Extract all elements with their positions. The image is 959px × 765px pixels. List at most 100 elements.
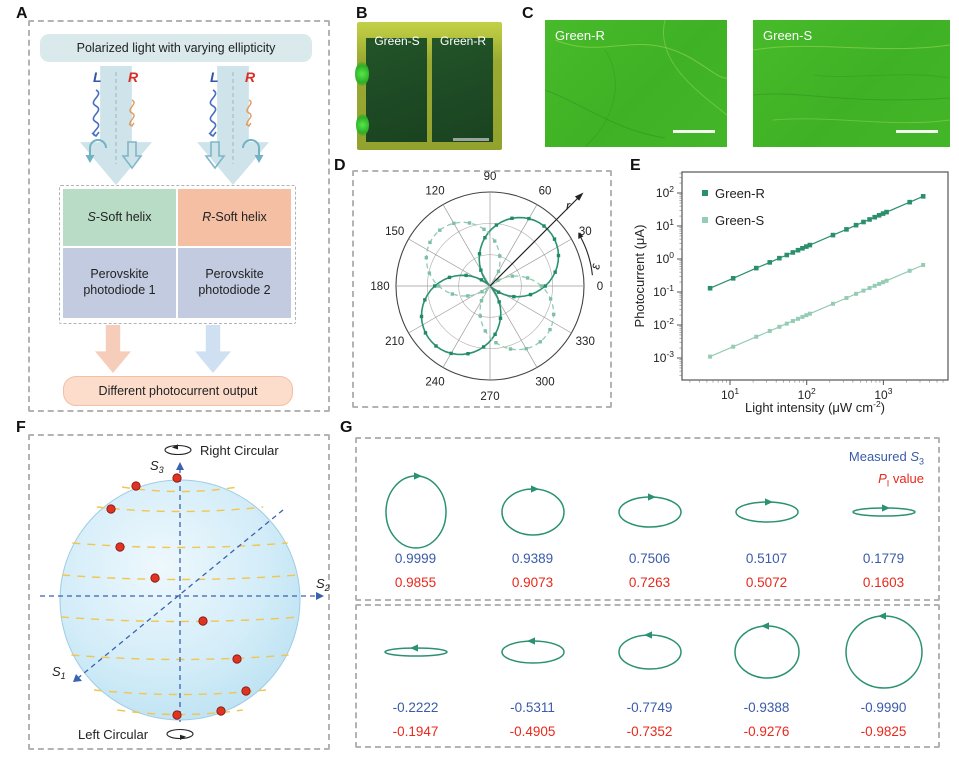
measured-s3-value: 0.1779 <box>862 551 905 566</box>
polarization-ellipse <box>733 622 800 679</box>
polar-series-marker <box>478 314 482 318</box>
p-value: 0.1603 <box>862 575 905 590</box>
cw-rotation-arrowhead <box>764 498 773 506</box>
left-arrow-decorations <box>85 72 143 170</box>
left-circular-wave-icon <box>208 89 217 137</box>
left-arrow-r-label: R <box>128 69 139 85</box>
polar-series-marker <box>496 290 501 294</box>
polar-series-marker <box>539 284 544 288</box>
s3-arrowhead <box>176 462 184 470</box>
u-turn-arrowhead <box>85 155 95 163</box>
y-tick-label: 10-2 <box>653 316 674 332</box>
polar-series-marker <box>542 224 546 228</box>
polar-series-marker <box>510 216 514 220</box>
data-marker-Green-S <box>804 313 809 318</box>
measured-s3-value: -0.9388 <box>743 700 790 715</box>
polar-series-marker <box>447 275 452 280</box>
polar-series-marker <box>480 290 484 294</box>
left-circular-wave-icon <box>91 89 100 137</box>
radial-arrowhead <box>574 192 584 201</box>
data-marker-Green-R <box>872 214 877 220</box>
s1-arrowhead <box>73 674 82 682</box>
polar-series-marker <box>464 273 468 278</box>
right-circular-wave-icon <box>128 99 135 127</box>
measured-s3-value: 0.9999 <box>394 551 437 566</box>
plot-frame <box>681 171 949 381</box>
data-marker-Green-S <box>754 334 759 339</box>
polar-series-marker <box>556 253 561 258</box>
ellipse-outline <box>617 634 682 670</box>
cw-rotation-arrowhead <box>881 504 890 512</box>
data-marker-Green-S <box>767 328 772 333</box>
s-soft-helix-box: S-Soft helix <box>63 189 176 246</box>
polar-series-marker <box>494 340 498 345</box>
x-axis-label-exponent: -2 <box>873 399 881 409</box>
legend-label-Green-R: Green-R <box>715 186 765 201</box>
r-italic: R <box>202 209 212 224</box>
polar-series-marker <box>498 254 502 258</box>
panel-a-label: A <box>16 5 28 22</box>
y-tick-exponent: -3 <box>666 349 674 359</box>
data-marker-Green-R <box>753 265 759 271</box>
data-marker-Green-R <box>767 260 773 265</box>
s2-axis-label-sub: 2 <box>324 583 330 593</box>
x-tick-exponent: 1 <box>734 386 739 396</box>
left-circular-label: Left Circular <box>78 727 149 742</box>
device-group-box <box>59 185 296 324</box>
polar-series-marker <box>436 284 441 288</box>
polar-series-marker <box>479 268 483 272</box>
angle-arrowhead <box>578 232 584 239</box>
panel-g-legend: Measured S3 PI value <box>849 447 924 491</box>
y-tick-label: 101 <box>656 217 674 233</box>
photodiode2-text: Perovskite photodiode 2 <box>198 267 271 297</box>
data-marker-Green-S <box>881 280 886 285</box>
stokes-data-dot <box>198 616 208 626</box>
r-soft-helix-box: R-Soft helix <box>178 189 291 246</box>
s3-axis-label-sub: 3 <box>159 465 164 475</box>
polar-series-marker <box>427 271 432 275</box>
data-marker-Green-S <box>777 324 782 329</box>
stokes-data-dot <box>106 504 116 514</box>
pass-through-arrow-icon <box>204 141 226 170</box>
polar-angle-tick-label: 180 <box>370 281 389 293</box>
polar-angle-tick-label: 270 <box>480 391 499 403</box>
p-value: -0.9825 <box>860 724 907 739</box>
data-marker-Green-S <box>921 262 926 267</box>
panel-b-label: B <box>356 5 368 22</box>
left-arrow-l-label: L <box>93 69 102 85</box>
data-marker-Green-S <box>795 316 800 321</box>
data-marker-Green-R <box>844 227 849 232</box>
panel-a-box <box>28 20 330 412</box>
right-arrow-r-label: R <box>245 69 256 85</box>
polar-series-marker <box>483 329 487 333</box>
stokes-data-dot <box>172 473 182 483</box>
r-helix-rest: -Soft helix <box>211 209 267 224</box>
angle-direction-arrow <box>580 237 593 276</box>
green-r-label: Green-R <box>555 28 605 43</box>
polar-angle-tick-label: 90 <box>484 171 497 183</box>
p-value: -0.9276 <box>743 724 790 739</box>
data-marker-Green-S <box>790 319 795 324</box>
legend-marker-Green-R <box>702 190 708 196</box>
polar-series-marker <box>493 332 497 337</box>
ccw-rotation-arrowhead <box>526 637 535 645</box>
panel-e-label: E <box>630 157 641 174</box>
polar-series-marker <box>498 316 503 320</box>
panel-c-image-r: Green-R <box>545 20 727 147</box>
texture-veins <box>753 44 950 124</box>
ellipse-outline <box>733 625 800 679</box>
data-marker-Green-S <box>872 283 877 288</box>
stokes-data-dot <box>241 686 251 696</box>
u-turn-arrow-icon <box>89 139 107 158</box>
p-value: -0.4905 <box>509 724 556 739</box>
r-soft-helix-text: R-Soft helix <box>202 210 267 226</box>
measured-s3-value: -0.2222 <box>392 700 439 715</box>
legend-marker-Green-S <box>702 217 708 223</box>
data-marker-Green-R <box>804 244 809 249</box>
data-marker-Green-S <box>784 321 789 326</box>
photodiode1-text: Perovskite photodiode 1 <box>83 267 156 297</box>
polar-angle-tick-label: 330 <box>576 336 595 348</box>
polar-series-marker <box>512 294 516 299</box>
data-marker-Green-R <box>707 285 713 291</box>
s2-arrowhead <box>316 592 324 600</box>
